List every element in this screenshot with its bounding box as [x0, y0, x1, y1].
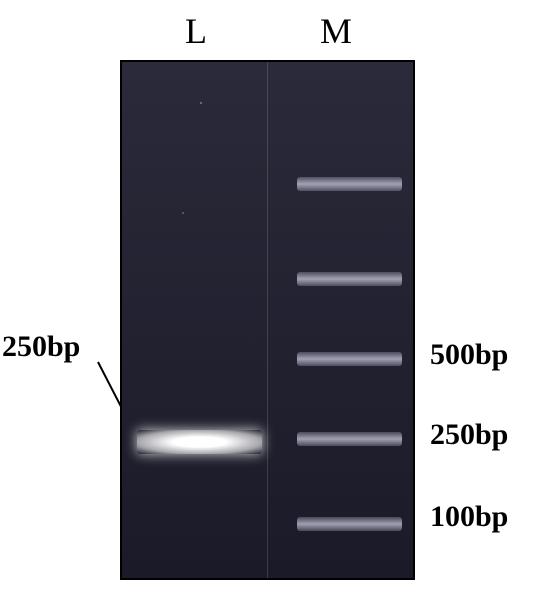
gel-speck — [182, 212, 184, 214]
ladder-band-2 — [297, 272, 402, 286]
marker-label-500: 500bp — [430, 338, 508, 372]
ladder-band-500 — [297, 352, 402, 366]
lane-divider — [267, 62, 268, 578]
ladder-band-1 — [297, 177, 402, 191]
lane-label-M: M — [320, 10, 352, 52]
gel-speck — [200, 102, 202, 104]
sample-size-label: 250bp — [2, 330, 80, 364]
ladder-band-100 — [297, 517, 402, 531]
lane-label-L: L — [185, 10, 207, 52]
gel-image — [120, 60, 415, 580]
marker-label-250: 250bp — [430, 418, 508, 452]
ladder-band-250 — [297, 432, 402, 446]
marker-label-100: 100bp — [430, 500, 508, 534]
sample-band-250bp — [137, 430, 262, 454]
